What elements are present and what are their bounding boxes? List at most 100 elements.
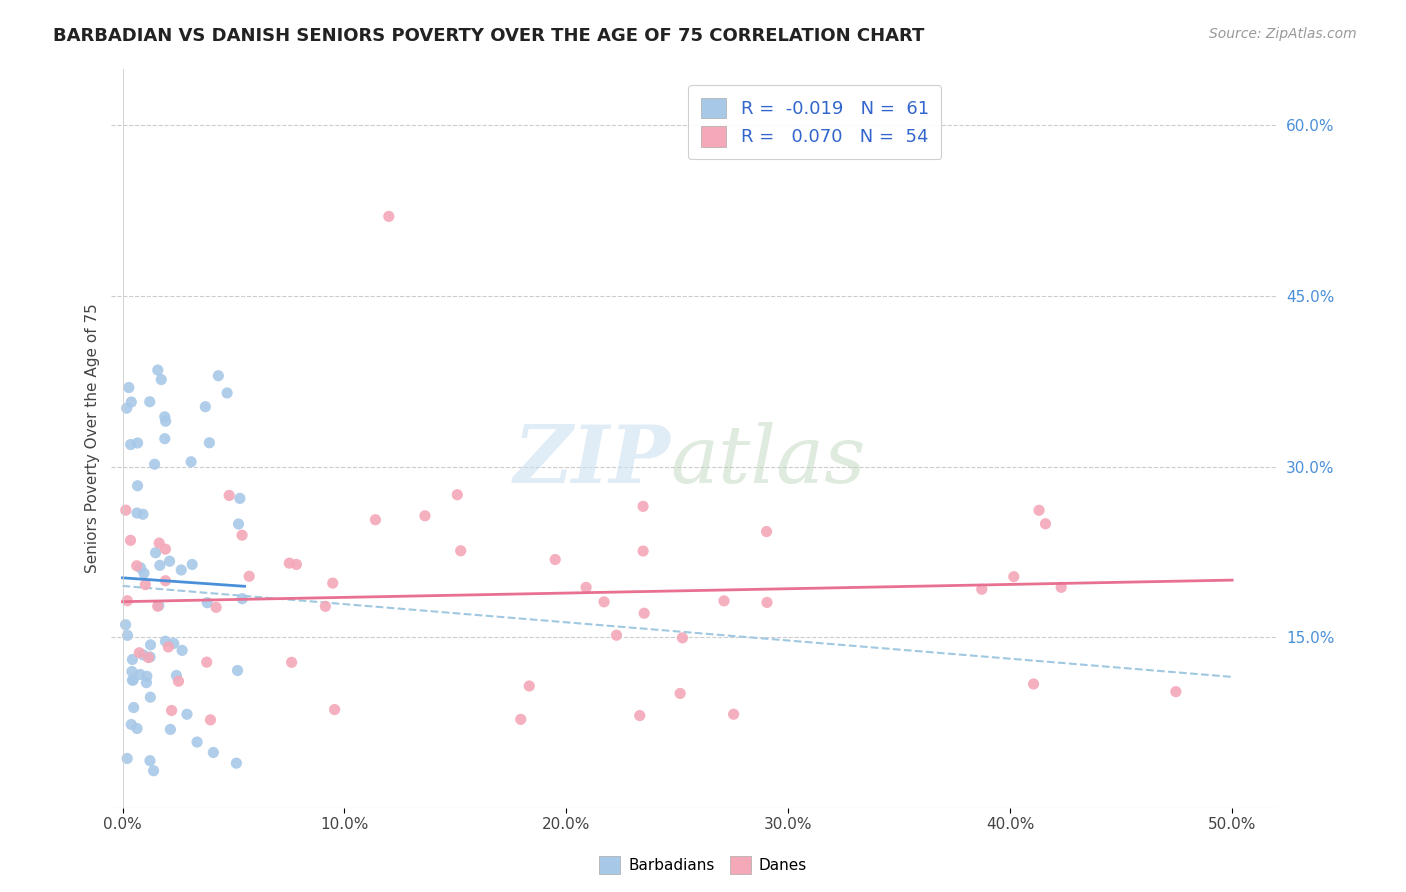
- Point: [120, 717, 142, 731]
- Point: [122, 673, 145, 687]
- Text: Source: ZipAtlas.com: Source: ZipAtlas.com: [1209, 27, 1357, 41]
- Point: [671, 631, 693, 645]
- Point: [1050, 580, 1073, 594]
- Point: [132, 508, 155, 522]
- Point: [160, 703, 183, 717]
- Text: ZIP: ZIP: [513, 422, 671, 499]
- Point: [218, 488, 240, 502]
- Y-axis label: Seniors Poverty Over the Age of 75: Seniors Poverty Over the Age of 75: [86, 303, 100, 573]
- Point: [146, 599, 169, 614]
- Point: [115, 401, 138, 416]
- Point: [176, 707, 198, 722]
- Point: [138, 650, 160, 665]
- Point: [149, 558, 172, 573]
- Point: [118, 380, 141, 394]
- Text: atlas: atlas: [671, 422, 866, 499]
- Point: [364, 513, 387, 527]
- Legend: R =  -0.019   N =  61, R =   0.070   N =  54: R = -0.019 N = 61, R = 0.070 N = 54: [688, 85, 941, 159]
- Point: [631, 544, 654, 558]
- Text: BARBADIAN VS DANISH SENIORS POVERTY OVER THE AGE OF 75 CORRELATION CHART: BARBADIAN VS DANISH SENIORS POVERTY OVER…: [53, 27, 925, 45]
- Point: [713, 594, 735, 608]
- Point: [200, 713, 222, 727]
- Point: [121, 673, 143, 688]
- Point: [125, 506, 148, 520]
- Point: [1028, 503, 1050, 517]
- Point: [155, 574, 177, 588]
- Point: [231, 528, 253, 542]
- Point: [544, 552, 567, 566]
- Point: [134, 577, 156, 591]
- Point: [631, 500, 654, 514]
- Point: [628, 708, 651, 723]
- Point: [170, 563, 193, 577]
- Point: [723, 707, 745, 722]
- Point: [129, 667, 152, 681]
- Point: [285, 558, 308, 572]
- Point: [322, 576, 344, 591]
- Point: [756, 595, 779, 609]
- Point: [115, 751, 138, 765]
- Point: [194, 400, 217, 414]
- Point: [155, 414, 177, 428]
- Point: [450, 543, 472, 558]
- Point: [117, 628, 139, 642]
- Point: [132, 648, 155, 662]
- Point: [970, 582, 993, 597]
- Point: [139, 690, 162, 705]
- Point: [217, 386, 239, 401]
- Point: [669, 686, 692, 700]
- Point: [121, 652, 143, 666]
- Point: [278, 556, 301, 570]
- Point: [575, 580, 598, 594]
- Point: [155, 542, 177, 557]
- Point: [132, 566, 155, 581]
- Point: [125, 558, 148, 573]
- Point: [121, 665, 143, 679]
- Point: [135, 675, 157, 690]
- Point: [120, 437, 142, 451]
- Point: [633, 606, 655, 620]
- Point: [114, 503, 136, 517]
- Point: [146, 363, 169, 377]
- Point: [127, 436, 149, 450]
- Point: [117, 593, 139, 607]
- Point: [150, 373, 173, 387]
- Point: [1022, 677, 1045, 691]
- Point: [1035, 516, 1057, 531]
- Point: [186, 735, 208, 749]
- Point: [159, 554, 181, 568]
- Point: [143, 457, 166, 471]
- Point: [155, 634, 177, 648]
- Point: [153, 432, 176, 446]
- Point: [509, 712, 531, 726]
- Point: [755, 524, 778, 539]
- Point: [593, 595, 616, 609]
- Point: [195, 596, 218, 610]
- Point: [231, 591, 253, 606]
- Point: [198, 435, 221, 450]
- Point: [205, 600, 228, 615]
- Legend: Barbadians, Danes: Barbadians, Danes: [593, 850, 813, 880]
- Point: [129, 561, 152, 575]
- Point: [605, 628, 627, 642]
- Point: [120, 533, 142, 548]
- Point: [172, 643, 194, 657]
- Point: [1164, 684, 1187, 698]
- Point: [163, 636, 186, 650]
- Point: [122, 700, 145, 714]
- Point: [165, 668, 187, 682]
- Point: [157, 640, 180, 654]
- Point: [202, 746, 225, 760]
- Point: [225, 756, 247, 771]
- Point: [517, 679, 540, 693]
- Point: [378, 210, 401, 224]
- Point: [323, 702, 346, 716]
- Point: [446, 488, 468, 502]
- Point: [114, 617, 136, 632]
- Point: [153, 409, 176, 424]
- Point: [142, 764, 165, 778]
- Point: [226, 664, 249, 678]
- Point: [181, 558, 204, 572]
- Point: [125, 722, 148, 736]
- Point: [238, 569, 260, 583]
